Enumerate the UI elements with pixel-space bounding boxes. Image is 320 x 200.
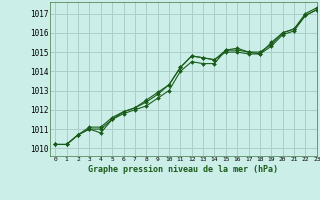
X-axis label: Graphe pression niveau de la mer (hPa): Graphe pression niveau de la mer (hPa): [88, 165, 278, 174]
